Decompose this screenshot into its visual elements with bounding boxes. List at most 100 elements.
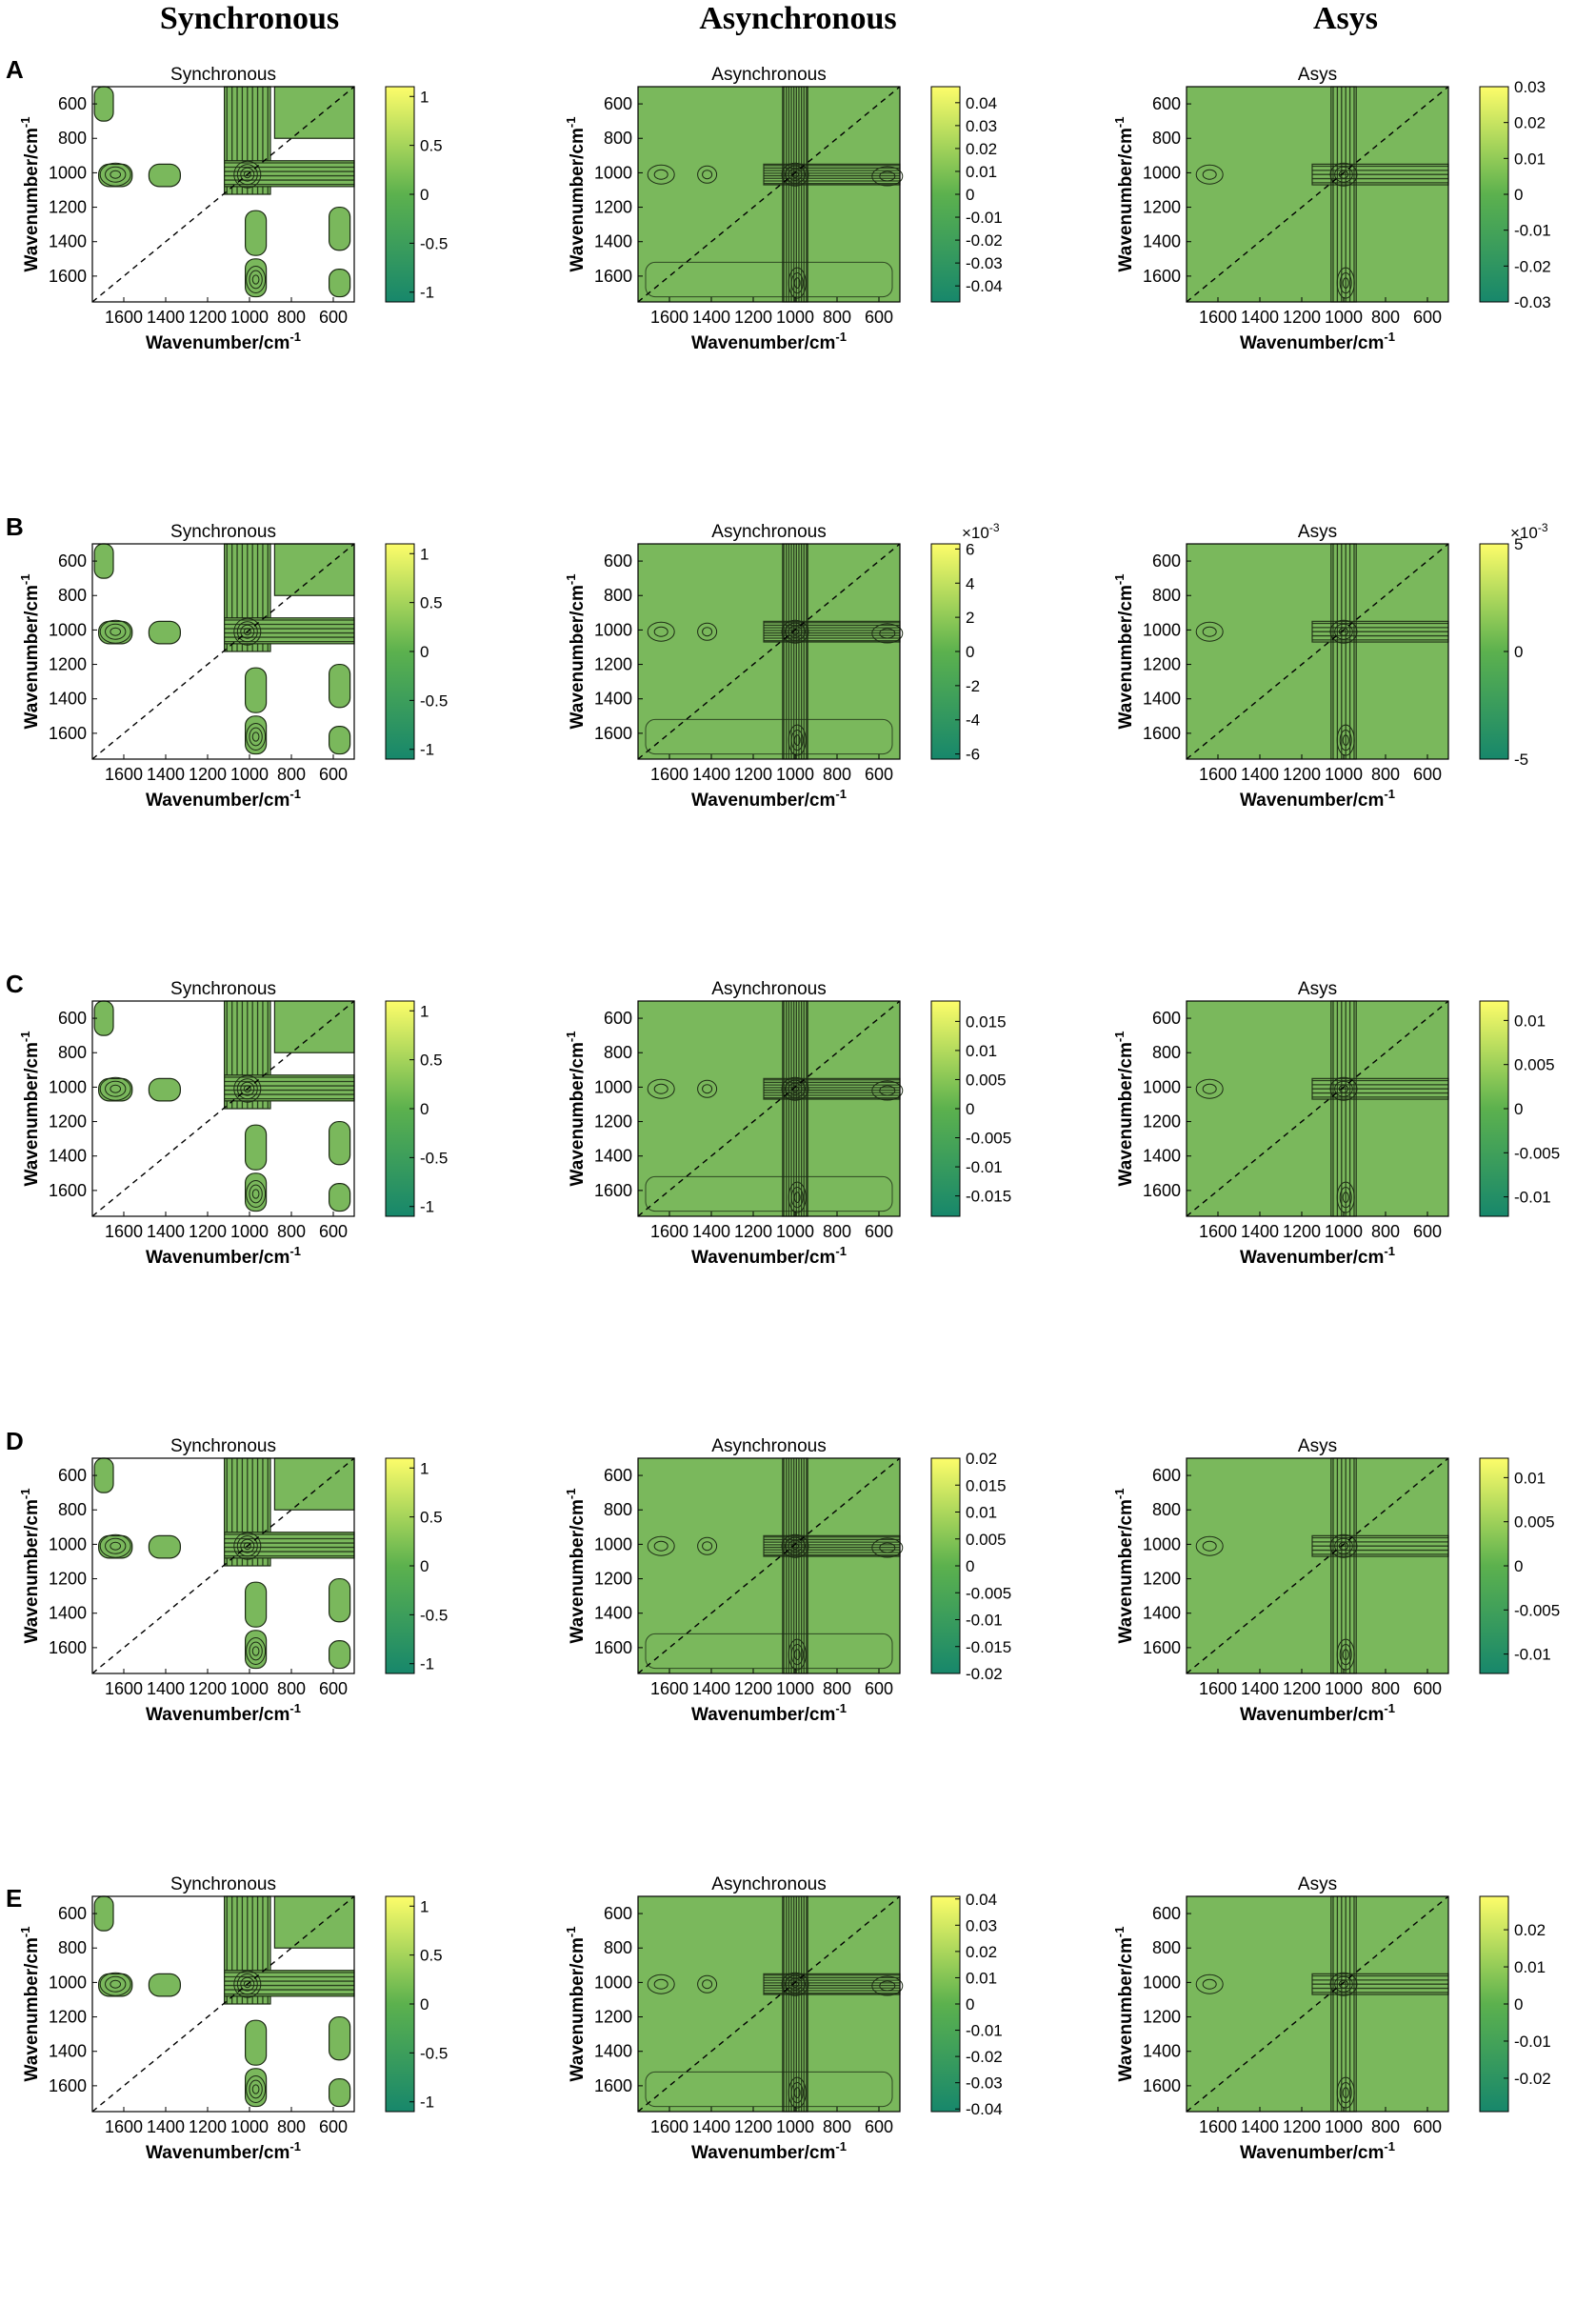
panel-title: Asys (1298, 979, 1337, 999)
sync-peak-1-ring-1 (110, 170, 122, 179)
colorbar-tick-label: -0.005 (966, 1584, 1011, 1602)
async-peak-bottom-ring-3 (788, 1181, 807, 1213)
sync-peak-1-ring-1 (110, 627, 122, 636)
sync-upper-right (273, 1000, 355, 1053)
y-tick-label: 1000 (1143, 163, 1181, 182)
sync-peak-3-ring-1 (251, 2084, 260, 2094)
colorbar-tick-label: -0.02 (1514, 257, 1551, 275)
colorbar-tick-label: 0.01 (966, 1504, 997, 1522)
y-tick-label: 1400 (49, 232, 87, 251)
colorbar (1479, 1895, 1509, 2113)
colorbar-tick-label: 0.02 (966, 140, 997, 158)
sync-island-4 (245, 1172, 268, 1212)
sync-island-2 (93, 543, 114, 579)
diagonal-line (637, 1457, 901, 1674)
colorbar-tick-label: -0.01 (966, 1612, 1003, 1630)
y-tick-label: 1600 (49, 1638, 87, 1657)
async-peak-center-ring-3 (1329, 1076, 1358, 1101)
y-tick-label: 1400 (49, 690, 87, 709)
x-tick-label: 600 (865, 1679, 893, 1698)
y-tick-label: 800 (1152, 1938, 1181, 1957)
y-tick-label: 1400 (594, 1604, 632, 1623)
plot-frame (91, 1000, 355, 1217)
async-peak-bottom-ring-3 (1336, 267, 1355, 299)
plot-frame (637, 1457, 901, 1674)
sync-peak-2-ring-2 (240, 1081, 255, 1096)
sync-peak-3-ring-3 (246, 722, 267, 751)
sync-peak-1-ring-2 (105, 1080, 127, 1097)
async-peak-center-ring-1 (1338, 1979, 1349, 1989)
y-axis-label-exponent: -1 (18, 574, 32, 586)
async-peak-left-ring-2 (1195, 1078, 1224, 1099)
y-tick-label: 1000 (49, 163, 87, 182)
x-tick-label: 800 (823, 765, 851, 784)
column-header-asynchronous: Asynchronous (699, 1, 896, 36)
y-tick-label: 1400 (1143, 690, 1181, 709)
y-tick-label: 1400 (594, 690, 632, 709)
x-tick-label: 800 (1371, 308, 1400, 327)
async-peak-center-ring-3 (785, 165, 806, 184)
sync-island-2 (93, 1000, 114, 1036)
x-tick-label: 1200 (734, 765, 772, 784)
x-tick-label: 1400 (1241, 2117, 1279, 2136)
x-tick-label: 1400 (1241, 1222, 1279, 1241)
colorbar-tick-label: 0 (1514, 186, 1523, 204)
async-peak-center-ring-2 (1334, 1537, 1353, 1554)
x-axis-label: Wavenumber/cm-1 (1240, 787, 1395, 811)
colorbar-tick-label: 0.5 (420, 594, 443, 612)
colorbar-tick-label: -0.02 (966, 1665, 1003, 1683)
x-tick-label: 600 (319, 1679, 348, 1698)
sync-peak-2-ring-3 (236, 1078, 258, 1100)
colorbar-exponent-power: -3 (989, 521, 1000, 534)
sync-peak-1-ring-2 (105, 1537, 127, 1554)
row-label-c: C (6, 970, 24, 998)
async-lower-contour (645, 718, 893, 755)
diagonal-line (637, 543, 901, 760)
x-tick-label: 1200 (734, 1222, 772, 1241)
sync-peak-1-ring-3 (99, 619, 131, 644)
y-axis-label: Wavenumber/cm-1 (18, 1032, 42, 1187)
x-axis-label: Wavenumber/cm-1 (146, 1244, 301, 1268)
sync-peak-1-ring-3 (99, 1533, 131, 1558)
colorbar-tick-label: 0 (1514, 1557, 1523, 1575)
colorbar-tick-label: 0.005 (966, 1071, 1007, 1089)
y-tick-label: 1400 (1143, 232, 1181, 251)
colorbar-tick-label: -0.04 (966, 2100, 1003, 2118)
y-tick-label: 800 (58, 586, 87, 605)
x-tick-label: 800 (1371, 1222, 1400, 1241)
sync-island-5 (329, 1577, 351, 1623)
diagonal-line (91, 86, 355, 303)
async-peak-center-ring-1 (1338, 1541, 1349, 1551)
sync-upper-right (273, 1457, 355, 1511)
x-axis-label-exponent: -1 (289, 2139, 301, 2154)
async-peak-bottom-ring-1 (1342, 734, 1349, 746)
y-tick-label: 1400 (594, 232, 632, 251)
sync-island-3 (245, 1124, 268, 1171)
sync-peak-1-ring-3 (99, 1076, 131, 1101)
sync-peak-3-ring-1 (251, 274, 260, 285)
async-lower-contour (645, 1175, 893, 1212)
x-tick-label: 1400 (692, 2117, 730, 2136)
async-peak-center-ring-1 (1338, 1084, 1349, 1093)
sync-peak-2-ring-4 (233, 1074, 262, 1103)
y-axis-label: Wavenumber/cm-1 (18, 574, 42, 730)
async-peak-left-ring-1 (653, 1978, 668, 1990)
sync-peak-3-ring-3 (246, 265, 267, 293)
colorbar-tick-label: -0.03 (966, 254, 1003, 272)
colorbar-tick-label: 0.01 (1514, 1469, 1546, 1487)
colorbar-tick-label: 0.015 (966, 1012, 1007, 1031)
sync-island-1 (148, 1973, 181, 1997)
async-peak-mid-ring-1 (702, 1541, 713, 1552)
sync-upper-right (273, 543, 355, 596)
async-peak-center-ring-1 (791, 170, 799, 178)
async-peak-bottom-ring-2 (790, 1643, 804, 1666)
sync-peak-3-ring-3 (246, 2074, 267, 2103)
sync-island-2 (93, 86, 114, 122)
async-peak-bottom-ring-1 (1342, 2087, 1349, 2098)
